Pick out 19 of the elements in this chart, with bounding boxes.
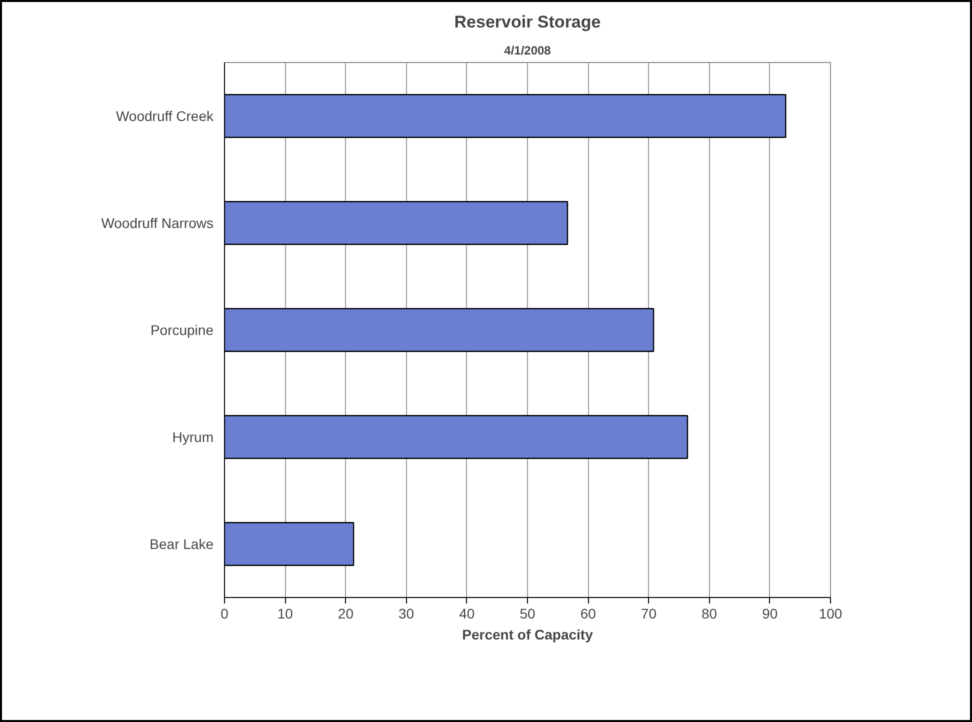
y-tick-label: Woodruff Creek: [116, 108, 214, 124]
y-tick-label: Porcupine: [150, 322, 214, 338]
x-tick-label: 70: [640, 606, 657, 622]
x-tick-label: 30: [398, 606, 414, 622]
x-tick-label: 50: [520, 606, 536, 622]
chart-title: Reservoir Storage: [454, 12, 601, 32]
x-axis-title: Percent of Capacity: [462, 626, 594, 642]
x-tick-label: 100: [818, 606, 842, 622]
x-tick-label: 90: [762, 606, 778, 622]
x-tick-label: 20: [338, 606, 354, 622]
x-tick-label: 40: [459, 606, 475, 622]
y-tick-label: Bear Lake: [150, 536, 214, 552]
chart-subtitle: 4/1/2008: [504, 44, 552, 58]
x-tick-label: 80: [702, 606, 718, 622]
y-tick-label: Hyrum: [172, 429, 214, 445]
y-tick-label: Woodruff Narrows: [101, 215, 214, 231]
x-tick-label: 60: [580, 606, 596, 622]
x-tick-label: 0: [220, 606, 229, 622]
x-tick-label: 10: [277, 606, 294, 622]
